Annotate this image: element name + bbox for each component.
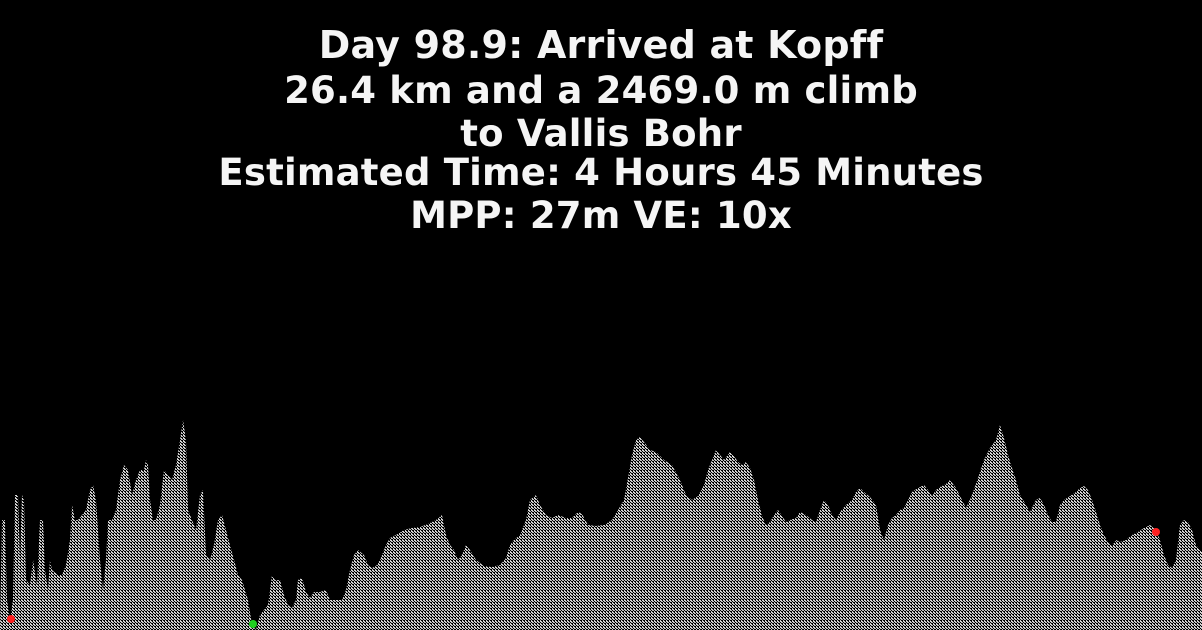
distance-climb-text: 26.4 km and a 2469.0 m climb	[284, 69, 918, 112]
start-marker	[7, 615, 15, 623]
estimated-time-text: Estimated Time: 4 Hours 45 Minutes	[218, 151, 984, 194]
day-title: Day 98.9: Arrived at Kopff	[318, 23, 884, 67]
terrain-silhouette	[0, 420, 1202, 630]
highest-point-marker	[1152, 528, 1160, 536]
destination-text: to Vallis Bohr	[460, 112, 742, 155]
lowest-point-marker	[249, 620, 257, 628]
scale-info-text: MPP: 27m VE: 10x	[410, 194, 792, 237]
